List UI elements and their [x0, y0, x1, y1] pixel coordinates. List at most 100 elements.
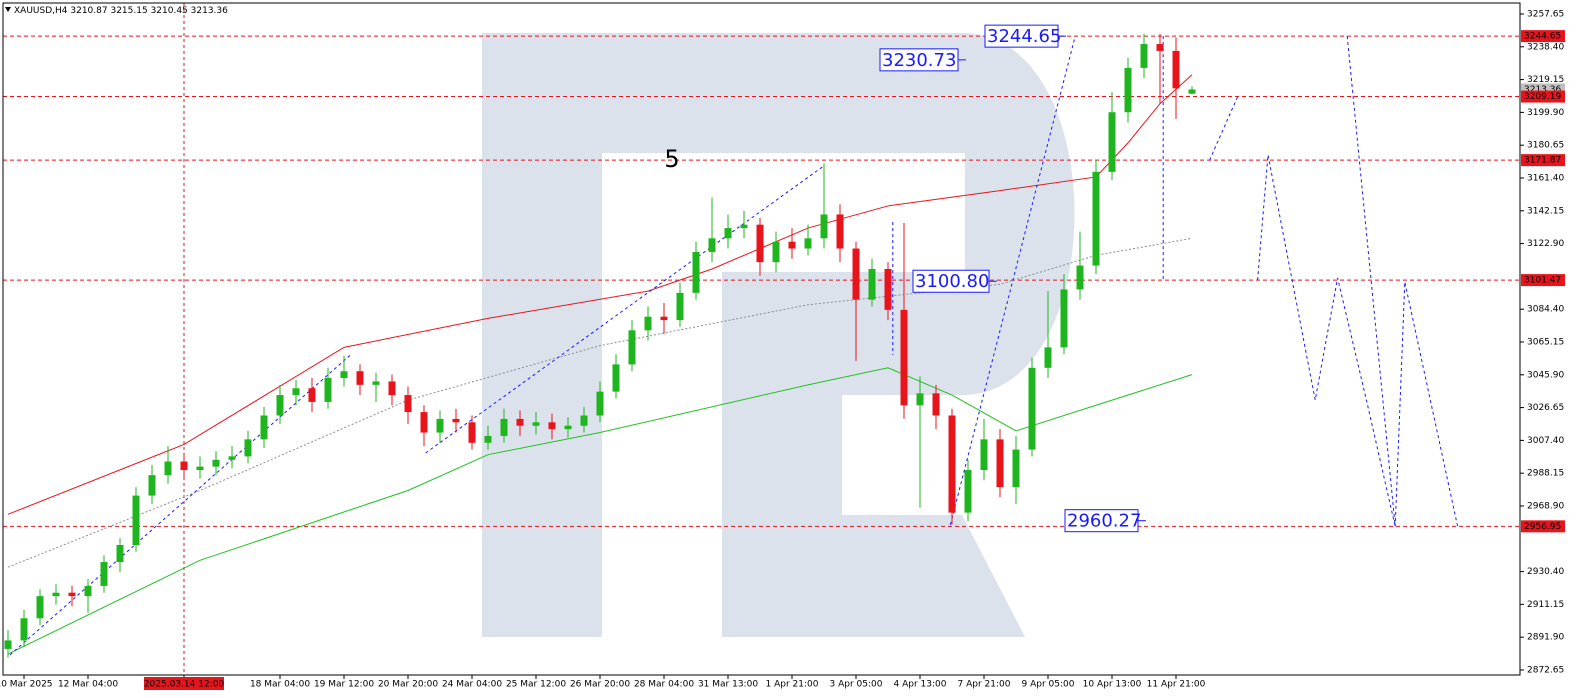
wave-line — [9, 354, 351, 656]
candle-body — [68, 592, 76, 597]
candle-body — [372, 381, 380, 385]
candle-body — [532, 422, 540, 426]
candle-body — [148, 475, 156, 496]
level-label-box — [1521, 154, 1565, 167]
y-tick-label: 3219.15 — [1527, 75, 1564, 85]
y-tick-label: 3065.15 — [1527, 337, 1564, 347]
candle-body — [484, 435, 492, 443]
candle-body — [740, 224, 748, 229]
candle-body — [724, 228, 732, 239]
candle-body — [276, 395, 284, 416]
logo-stem — [482, 33, 602, 637]
candle-body — [1028, 367, 1036, 450]
candle-body — [244, 439, 252, 457]
candle-body — [100, 562, 108, 586]
x-tick-label: 7 Apr 21:00 — [958, 680, 1011, 690]
candle-body — [1108, 112, 1116, 172]
candle-body — [196, 466, 204, 471]
candle-body — [1092, 171, 1100, 266]
x-tick-label: 18 Mar 04:00 — [250, 680, 310, 690]
level-label-box — [1521, 520, 1565, 533]
moving-average — [7, 367, 1193, 655]
candle-body — [852, 248, 860, 300]
level-label-box — [1521, 30, 1565, 43]
y-tick-label: 2968.90 — [1527, 501, 1564, 511]
header-open: 3210.87 — [70, 6, 107, 16]
candle-body — [1172, 50, 1180, 89]
wave-line — [1346, 36, 1459, 527]
candle-body — [868, 268, 876, 300]
watermark-logo — [482, 33, 1075, 637]
candle-body — [340, 371, 348, 379]
candle-body — [980, 439, 988, 471]
candle-body — [52, 592, 60, 597]
candle-body — [900, 309, 908, 406]
annotation-label: 3100.80 — [915, 271, 989, 292]
symbol: XAUUSD,H4 — [14, 6, 68, 16]
candle-body — [660, 316, 668, 321]
annotation-label: 3230.73 — [882, 50, 956, 71]
candle-body — [388, 381, 396, 396]
x-tick-label: 4 Apr 13:00 — [894, 680, 947, 690]
x-tick-label: 31 Mar 13:00 — [698, 680, 758, 690]
candle-body — [228, 456, 236, 460]
y-tick-label: 3122.90 — [1527, 239, 1564, 249]
y-tick-label: 3142.15 — [1527, 206, 1564, 216]
logo-bowl — [722, 33, 1075, 395]
candle-body — [932, 393, 940, 416]
candle-body — [404, 395, 412, 413]
y-tick-label: 3199.90 — [1527, 108, 1564, 118]
x-tick-label: 12 Mar 04:00 — [58, 680, 118, 690]
level-label-box — [1521, 274, 1565, 287]
annotation-label: 3244.65 — [987, 26, 1061, 47]
header-low: 3210.45 — [151, 6, 188, 16]
candle-body — [820, 214, 828, 239]
x-tick-label: 24 Mar 04:00 — [442, 680, 502, 690]
x-tick-label: 26 Mar 20:00 — [570, 680, 630, 690]
candle-body — [788, 241, 796, 249]
candle-body — [4, 640, 12, 649]
candle-body — [836, 214, 844, 249]
candle-body — [580, 415, 588, 426]
candle-body — [180, 461, 188, 471]
level-label-box — [1521, 90, 1565, 103]
x-tick-label: 1 Apr 21:00 — [766, 680, 819, 690]
candle-body — [692, 251, 700, 293]
candle-body — [468, 422, 476, 443]
wave-label: 5 — [664, 145, 679, 173]
candle-body — [1076, 265, 1084, 290]
x-tick-label: 11 Apr 21:00 — [1147, 680, 1206, 690]
y-tick-label: 3257.65 — [1527, 9, 1564, 19]
candle-body — [612, 364, 620, 392]
candle-body — [1060, 289, 1068, 348]
y-tick-label: 3180.65 — [1527, 141, 1564, 151]
candle-body — [420, 412, 428, 433]
candle-body — [1140, 44, 1148, 68]
candle-body — [116, 544, 124, 563]
candle-body — [772, 241, 780, 263]
candle-body — [1188, 89, 1196, 94]
candle-body — [292, 388, 300, 396]
candle-body — [628, 330, 636, 365]
candle-body — [964, 470, 972, 513]
header-icon — [5, 7, 11, 12]
candle-body — [132, 495, 140, 545]
y-tick-label: 2891.90 — [1527, 633, 1564, 643]
y-tick-label: 3238.40 — [1527, 42, 1564, 52]
level-label: 2956.95 — [1524, 522, 1561, 532]
x-tick-label: 3 Apr 05:00 — [830, 680, 883, 690]
x-tick-label: 9 Apr 05:00 — [1022, 680, 1075, 690]
crosshair-label-box — [144, 677, 224, 690]
y-tick-label: 3084.40 — [1527, 305, 1564, 315]
candle-body — [356, 371, 364, 385]
candle-body — [324, 378, 332, 402]
candle-body — [516, 418, 524, 426]
candle-body — [436, 418, 444, 433]
x-tick-label: 28 Mar 04:00 — [634, 680, 694, 690]
y-tick-label: 2988.15 — [1527, 469, 1564, 479]
header-high: 3215.15 — [110, 6, 147, 16]
candle-body — [948, 415, 956, 513]
candle-body — [500, 418, 508, 436]
candle-body — [1156, 44, 1164, 51]
